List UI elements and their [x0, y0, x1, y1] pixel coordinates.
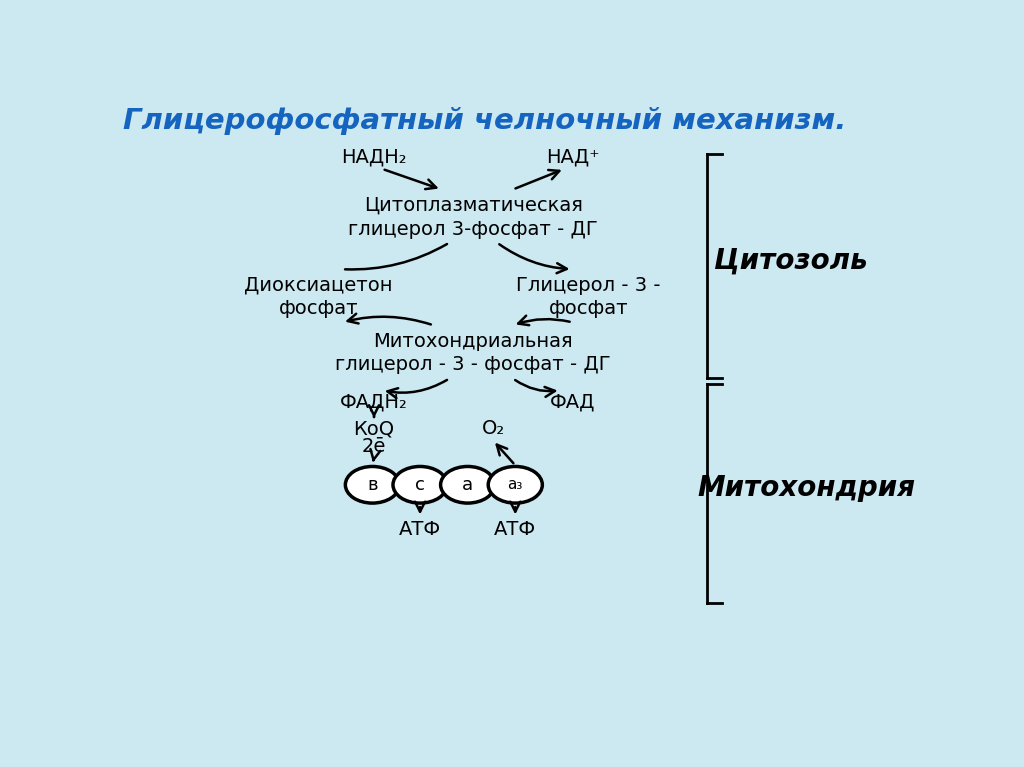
- Text: Цитоплазматическая: Цитоплазматическая: [364, 196, 583, 215]
- Ellipse shape: [488, 466, 543, 503]
- Text: фосфат: фосфат: [279, 299, 358, 318]
- Text: в: в: [368, 476, 378, 494]
- Text: КоQ: КоQ: [353, 420, 394, 438]
- Text: ФАД: ФАД: [550, 393, 595, 412]
- Text: Митохондриальная: Митохондриальная: [374, 332, 573, 351]
- Text: 2ē: 2ē: [361, 437, 386, 456]
- Text: ФАДН₂: ФАДН₂: [340, 393, 408, 412]
- Text: НАД⁺: НАД⁺: [546, 147, 599, 166]
- Text: НАДН₂: НАДН₂: [341, 147, 407, 166]
- Text: глицерол - 3 - фосфат - ДГ: глицерол - 3 - фосфат - ДГ: [336, 355, 611, 374]
- Text: Глицерофосфатный челночный механизм.: Глицерофосфатный челночный механизм.: [124, 107, 847, 135]
- Text: Глицерол - 3 -: Глицерол - 3 -: [516, 275, 660, 295]
- Text: с: с: [415, 476, 425, 494]
- Ellipse shape: [345, 466, 399, 503]
- Text: O₂: O₂: [481, 420, 505, 438]
- Text: а: а: [462, 476, 473, 494]
- Ellipse shape: [393, 466, 447, 503]
- Text: Митохондрия: Митохондрия: [697, 474, 915, 502]
- Text: а₃: а₃: [508, 477, 523, 492]
- Text: Цитозоль: Цитозоль: [714, 246, 867, 275]
- Ellipse shape: [440, 466, 495, 503]
- Text: фосфат: фосфат: [549, 299, 628, 318]
- Text: глицерол 3-фосфат - ДГ: глицерол 3-фосфат - ДГ: [348, 219, 598, 239]
- Text: АТФ: АТФ: [495, 519, 537, 538]
- Text: АТФ: АТФ: [399, 519, 441, 538]
- Text: Диоксиацетон: Диоксиацетон: [244, 275, 393, 295]
